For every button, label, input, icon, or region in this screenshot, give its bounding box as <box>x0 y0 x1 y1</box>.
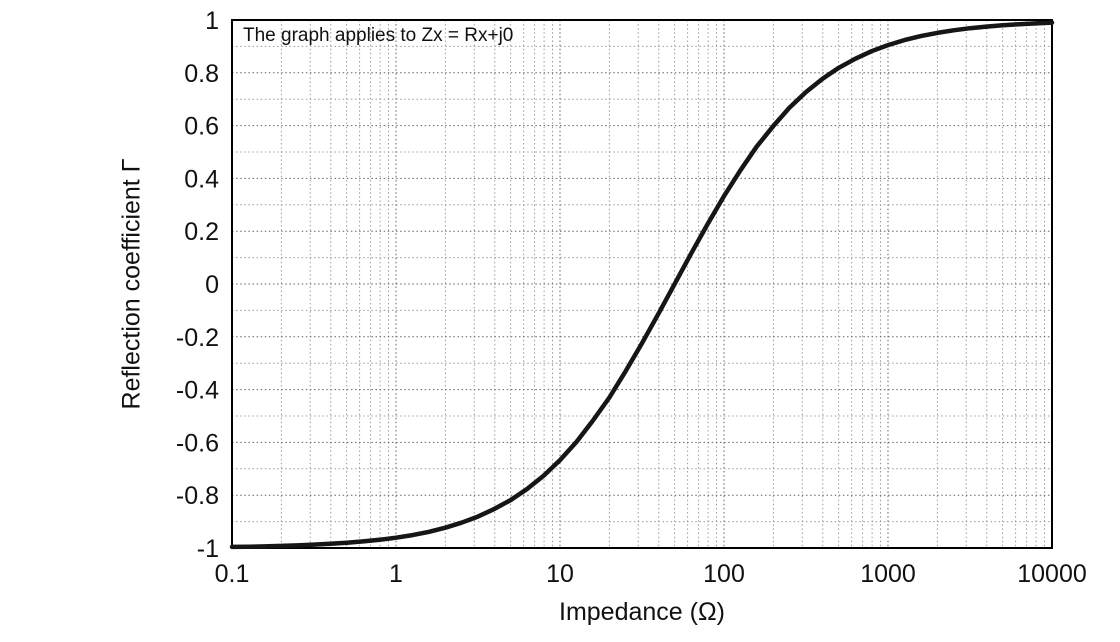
x-tick-label: 10000 <box>1017 560 1087 588</box>
y-tick-label: -0.4 <box>176 377 219 405</box>
y-tick-label: -0.8 <box>176 482 219 510</box>
x-tick-label: 0.1 <box>215 560 250 588</box>
y-tick-label: -0.6 <box>176 429 219 457</box>
x-axis-title: Impedance (Ω) <box>559 598 725 626</box>
y-tick-label: 0.6 <box>184 113 219 141</box>
reflection-coefficient-curve <box>229 20 1055 550</box>
y-tick-label: -0.2 <box>176 324 219 352</box>
x-tick-label: 1 <box>389 560 403 588</box>
y-tick-label: -1 <box>197 535 219 563</box>
grid-major <box>232 20 1052 548</box>
chart-annotation: The graph applies to Zx = Rx+j0 <box>243 25 514 46</box>
y-axis-title: Reflection coefficient Γ <box>117 158 146 410</box>
y-tick-label: 0.8 <box>184 60 219 88</box>
x-tick-label: 1000 <box>860 560 916 588</box>
y-tick-label: 0 <box>205 271 219 299</box>
grid-minor <box>232 20 1052 548</box>
x-tick-label: 100 <box>703 560 745 588</box>
y-tick-label: 0.4 <box>184 165 219 193</box>
x-tick-label: 10 <box>546 560 574 588</box>
tick-labels: 0.1 1 10 100 1000 10000 -1 -0.8 -0.6 -0.4 -0.2 0 0.2… <box>176 7 1087 588</box>
y-tick-label: 0.2 <box>184 218 219 246</box>
plot-frame <box>231 19 1053 549</box>
y-tick-label: 1 <box>205 7 219 35</box>
